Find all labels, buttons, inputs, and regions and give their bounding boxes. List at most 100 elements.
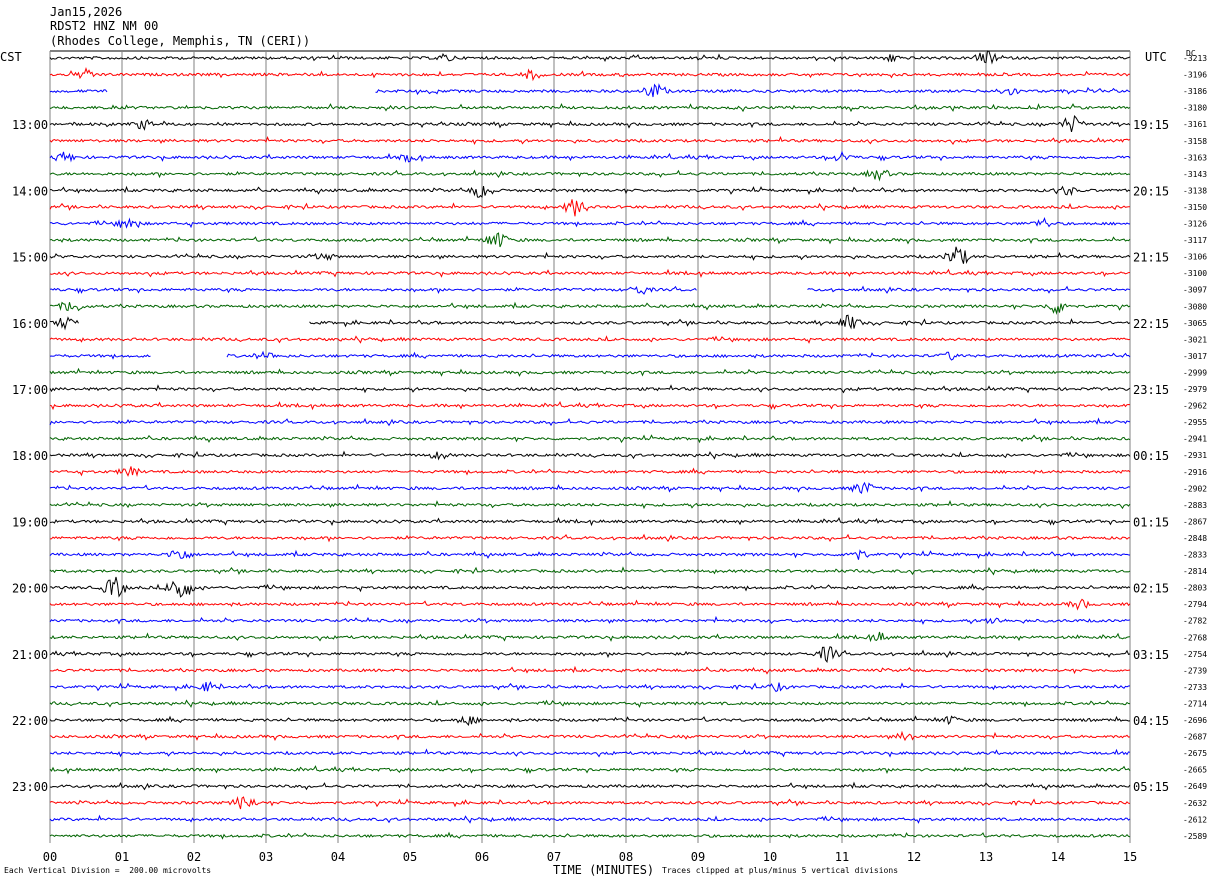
right-hour-label: 22:15 bbox=[1133, 317, 1169, 331]
x-tick-label: 09 bbox=[691, 850, 705, 864]
left-hour-label: 18:00 bbox=[12, 449, 48, 463]
dc-offset-label: -2665 bbox=[1183, 766, 1207, 775]
dc-offset-label: -2999 bbox=[1183, 368, 1207, 377]
trace-line bbox=[49, 831, 1131, 840]
trace-line bbox=[49, 199, 1131, 217]
trace-line bbox=[49, 450, 1131, 461]
x-tick-label: 08 bbox=[619, 850, 633, 864]
right-hour-label: 23:15 bbox=[1133, 383, 1169, 397]
dc-offset-label: -2867 bbox=[1183, 517, 1207, 526]
trace-line bbox=[49, 715, 1131, 726]
trace-line bbox=[49, 246, 1131, 264]
x-tick-label: 07 bbox=[547, 850, 561, 864]
trace-line bbox=[49, 115, 1131, 133]
dc-offset-label: -3186 bbox=[1183, 87, 1207, 96]
left-hour-label: 21:00 bbox=[12, 648, 48, 662]
dc-offset-label: -2814 bbox=[1183, 567, 1207, 576]
x-tick-label: 05 bbox=[403, 850, 417, 864]
x-tick-label: 01 bbox=[115, 850, 129, 864]
right-hour-label: 04:15 bbox=[1133, 714, 1169, 728]
dc-offset-label: -3196 bbox=[1183, 71, 1207, 80]
trace-line bbox=[49, 795, 1131, 810]
dc-offset-label: -2962 bbox=[1183, 402, 1207, 411]
right-hour-label: 00:15 bbox=[1133, 449, 1169, 463]
dc-offset-label: -3080 bbox=[1183, 302, 1207, 311]
trace-line bbox=[49, 814, 1131, 824]
dc-offset-label: -3117 bbox=[1183, 236, 1207, 245]
left-hour-label: 19:00 bbox=[12, 515, 48, 529]
left-hour-label: 22:00 bbox=[12, 714, 48, 728]
trace-line bbox=[49, 748, 1131, 758]
trace-line bbox=[49, 646, 1131, 664]
clip-note: Traces clipped at plus/minus 5 vertical … bbox=[662, 866, 899, 875]
right-zone-label: UTC bbox=[1145, 50, 1167, 64]
dc-offset-label: -2589 bbox=[1183, 832, 1207, 841]
right-hour-label: 03:15 bbox=[1133, 648, 1169, 662]
dc-offset-label: -2754 bbox=[1183, 650, 1207, 659]
dc-offset-label: -2833 bbox=[1183, 551, 1207, 560]
dc-offset-label: -2916 bbox=[1183, 468, 1207, 477]
dc-offset-label: -2883 bbox=[1183, 501, 1207, 510]
left-hour-label: 15:00 bbox=[12, 251, 48, 265]
dc-offset-label: -3138 bbox=[1183, 186, 1207, 195]
trace-line bbox=[49, 516, 1131, 527]
trace-line bbox=[49, 481, 1131, 495]
x-tick-label: 03 bbox=[259, 850, 273, 864]
trace-line bbox=[49, 765, 1131, 775]
trace-line bbox=[49, 150, 1131, 163]
scale-note: Each Vertical Division = 200.00 microvol… bbox=[4, 866, 212, 875]
left-hour-label: 16:00 bbox=[12, 317, 48, 331]
dc-offset-label: -2739 bbox=[1183, 666, 1207, 675]
dc-offset-label: -2696 bbox=[1183, 716, 1207, 725]
dc-offset-label: -3097 bbox=[1183, 286, 1207, 295]
trace-line bbox=[49, 566, 1131, 576]
dc-label: DC bbox=[1186, 49, 1196, 58]
trace-line bbox=[50, 576, 1131, 598]
trace-line bbox=[49, 631, 1131, 643]
dc-offset-label: -2782 bbox=[1183, 617, 1207, 626]
trace-line bbox=[49, 285, 1131, 295]
trace-line bbox=[49, 50, 1131, 65]
left-zone-label: CST bbox=[0, 50, 22, 64]
right-hour-label: 05:15 bbox=[1133, 780, 1169, 794]
trace-line bbox=[49, 83, 1131, 98]
trace-line bbox=[49, 135, 1131, 146]
trace-line bbox=[49, 335, 1131, 344]
dc-offset-label: -3106 bbox=[1183, 253, 1207, 262]
right-hour-label: 20:15 bbox=[1133, 184, 1169, 198]
trace-line bbox=[49, 314, 1131, 331]
dc-offset-label: -3161 bbox=[1183, 120, 1207, 129]
trace-line bbox=[49, 232, 1131, 248]
trace-line bbox=[49, 434, 1131, 444]
x-tick-label: 02 bbox=[187, 850, 201, 864]
dc-offset-label: -2612 bbox=[1183, 815, 1207, 824]
trace-line bbox=[49, 169, 1131, 182]
x-tick-label: 14 bbox=[1051, 850, 1065, 864]
dc-offset-label: -2979 bbox=[1183, 385, 1207, 394]
x-tick-label: 00 bbox=[43, 850, 57, 864]
dc-offset-label: -3100 bbox=[1183, 269, 1207, 278]
x-tick-label: 11 bbox=[835, 850, 849, 864]
trace-line bbox=[49, 665, 1131, 675]
trace-line bbox=[49, 730, 1131, 742]
dc-offset-label: -3180 bbox=[1183, 104, 1207, 113]
x-tick-label: 06 bbox=[475, 850, 489, 864]
trace-line bbox=[49, 216, 1131, 229]
dc-offset-label: -3150 bbox=[1183, 203, 1207, 212]
trace-line bbox=[49, 301, 1131, 315]
dc-offset-label: -3213 bbox=[1183, 54, 1207, 63]
left-hour-label: 13:00 bbox=[12, 118, 48, 132]
dc-offset-label: -2941 bbox=[1183, 435, 1207, 444]
dc-offset-label: -2931 bbox=[1183, 451, 1207, 460]
dc-offset-label: -2768 bbox=[1183, 633, 1207, 642]
trace-line bbox=[49, 598, 1131, 611]
x-tick-label: 15 bbox=[1123, 850, 1137, 864]
trace-line bbox=[49, 500, 1131, 510]
header-station: RDST2 HNZ NM 00 bbox=[50, 19, 159, 33]
left-hour-label: 14:00 bbox=[12, 184, 48, 198]
dc-offset-label: -2955 bbox=[1183, 418, 1207, 427]
x-tick-label: 13 bbox=[979, 850, 993, 864]
dc-offset-label: -2649 bbox=[1183, 782, 1207, 791]
dc-offset-label: -2632 bbox=[1183, 799, 1207, 808]
dc-offset-label: -2714 bbox=[1183, 699, 1207, 708]
